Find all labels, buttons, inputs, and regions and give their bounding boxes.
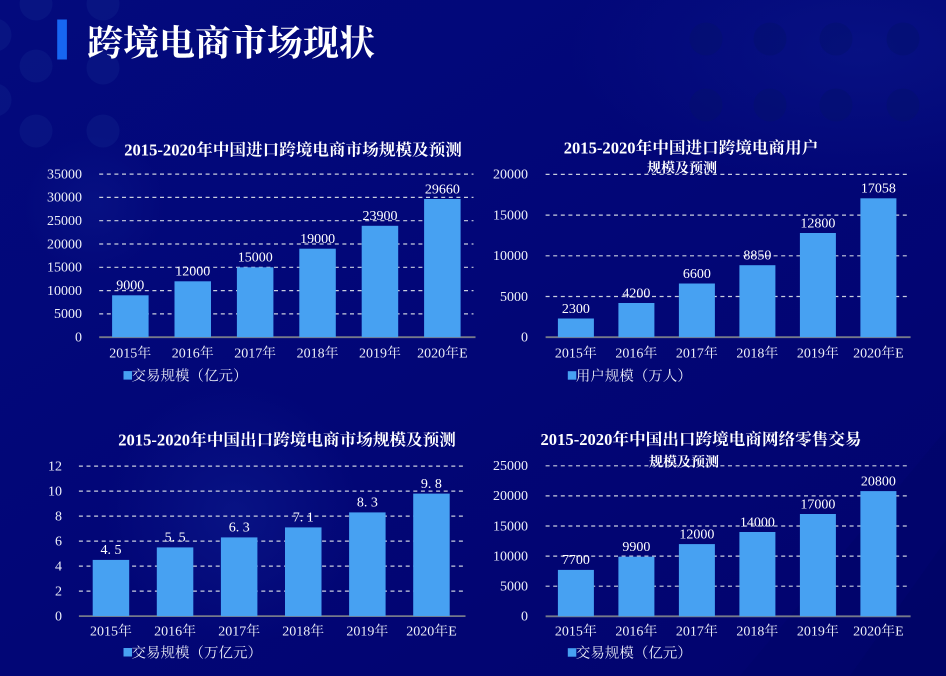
svg-text:2015-2020: 2015-2020 xyxy=(124,141,196,160)
svg-text:25000: 25000 xyxy=(493,459,528,474)
svg-text:8. 3: 8. 3 xyxy=(357,496,378,511)
svg-text:2015-2020: 2015-2020 xyxy=(541,430,613,449)
svg-text:2300: 2300 xyxy=(562,302,590,317)
svg-text:2019: 2019 xyxy=(359,347,387,362)
svg-text:17000: 17000 xyxy=(800,497,835,512)
svg-text:5000: 5000 xyxy=(500,580,528,595)
svg-text:2018: 2018 xyxy=(297,347,325,362)
svg-text:25000: 25000 xyxy=(47,214,82,229)
svg-text:19000: 19000 xyxy=(300,232,335,247)
svg-text:10000: 10000 xyxy=(47,284,82,299)
svg-text:2017: 2017 xyxy=(676,625,704,640)
svg-text:2017: 2017 xyxy=(676,347,704,362)
svg-text:7700: 7700 xyxy=(562,553,590,568)
svg-text:5000: 5000 xyxy=(500,290,528,305)
svg-text:2018: 2018 xyxy=(736,625,764,640)
svg-text:9000: 9000 xyxy=(116,279,144,294)
svg-text:2015: 2015 xyxy=(109,347,137,362)
svg-text:20000: 20000 xyxy=(493,168,528,183)
svg-text:0: 0 xyxy=(55,609,62,624)
svg-text:23900: 23900 xyxy=(363,209,398,224)
svg-text:9900: 9900 xyxy=(622,540,650,555)
svg-text:2017: 2017 xyxy=(234,347,262,362)
svg-text:6. 3: 6. 3 xyxy=(229,521,250,536)
svg-text:5000: 5000 xyxy=(54,307,82,322)
svg-text:0: 0 xyxy=(521,610,528,625)
svg-text:14000: 14000 xyxy=(740,515,775,530)
svg-text:20000: 20000 xyxy=(47,237,82,252)
svg-text:2018: 2018 xyxy=(282,625,310,640)
svg-text:8: 8 xyxy=(55,509,62,524)
svg-text:12800: 12800 xyxy=(800,216,835,231)
svg-text:4200: 4200 xyxy=(622,286,650,301)
svg-text:12000: 12000 xyxy=(679,527,714,542)
svg-text:6600: 6600 xyxy=(683,267,711,282)
svg-text:15000: 15000 xyxy=(47,261,82,276)
svg-text:10000: 10000 xyxy=(493,549,528,564)
svg-text:4: 4 xyxy=(55,559,62,574)
svg-text:2: 2 xyxy=(55,584,62,599)
svg-text:9. 8: 9. 8 xyxy=(421,477,442,492)
svg-text:15000: 15000 xyxy=(238,251,273,266)
svg-text:2016: 2016 xyxy=(615,625,643,640)
svg-text:2015: 2015 xyxy=(90,625,118,640)
svg-text:2015-2020: 2015-2020 xyxy=(118,431,190,450)
svg-text:E: E xyxy=(448,625,457,640)
svg-text:35000: 35000 xyxy=(47,167,82,182)
svg-text:12: 12 xyxy=(48,459,62,474)
svg-text:20800: 20800 xyxy=(861,474,896,489)
svg-text:E: E xyxy=(459,347,468,362)
svg-text:2020: 2020 xyxy=(406,625,434,640)
svg-text:10: 10 xyxy=(48,484,62,499)
svg-text:2019: 2019 xyxy=(797,347,825,362)
svg-text:2017: 2017 xyxy=(218,625,246,640)
svg-text:29660: 29660 xyxy=(425,182,460,197)
svg-text:30000: 30000 xyxy=(47,191,82,206)
svg-text:E: E xyxy=(895,625,904,640)
svg-text:15000: 15000 xyxy=(493,519,528,534)
svg-text:2018: 2018 xyxy=(736,347,764,362)
svg-text:20000: 20000 xyxy=(493,489,528,504)
svg-text:2016: 2016 xyxy=(172,347,200,362)
svg-text:0: 0 xyxy=(521,331,528,346)
svg-text:2019: 2019 xyxy=(346,625,374,640)
svg-text:10000: 10000 xyxy=(493,249,528,264)
svg-text:7. 1: 7. 1 xyxy=(293,511,314,526)
svg-text:17058: 17058 xyxy=(861,182,896,197)
svg-text:2019: 2019 xyxy=(797,625,825,640)
svg-text:5. 5: 5. 5 xyxy=(165,531,186,546)
svg-text:2015: 2015 xyxy=(555,347,583,362)
svg-text:2016: 2016 xyxy=(154,625,182,640)
svg-text:2015: 2015 xyxy=(555,625,583,640)
svg-text:2020: 2020 xyxy=(853,347,881,362)
svg-text:15000: 15000 xyxy=(493,208,528,223)
svg-text:2015-2020: 2015-2020 xyxy=(564,139,636,158)
svg-text:6: 6 xyxy=(55,534,62,549)
svg-text:2020: 2020 xyxy=(417,347,445,362)
svg-text:E: E xyxy=(895,347,904,362)
svg-text:8850: 8850 xyxy=(743,249,771,264)
svg-text:0: 0 xyxy=(75,331,82,346)
svg-text:2020: 2020 xyxy=(853,625,881,640)
svg-text:12000: 12000 xyxy=(175,265,210,280)
svg-text:4. 5: 4. 5 xyxy=(101,543,122,558)
svg-text:2016: 2016 xyxy=(615,347,643,362)
